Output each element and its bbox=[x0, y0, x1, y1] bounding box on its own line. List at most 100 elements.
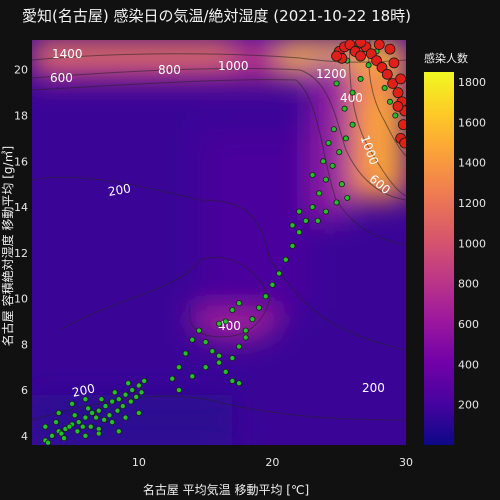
scatter-point bbox=[115, 396, 122, 403]
scatter-point bbox=[341, 105, 348, 112]
x-axis-label: 名古屋 平均気温 移動平均 [℃] bbox=[143, 482, 309, 497]
colorbar-tick-label: 1200 bbox=[458, 197, 486, 210]
scatter-point bbox=[115, 428, 122, 435]
scatter-point bbox=[74, 428, 81, 435]
scatter-point bbox=[229, 306, 236, 313]
contour-label: 1200 bbox=[316, 67, 347, 81]
contour-lines bbox=[32, 40, 406, 421]
scatter-point bbox=[322, 208, 329, 215]
heatmap-field: 1400 600 800 1000 1200 400 1000 600 200 … bbox=[32, 40, 406, 445]
scatter-point bbox=[111, 389, 118, 396]
scatter-point bbox=[336, 149, 343, 156]
scatter-point bbox=[242, 327, 249, 334]
scatter-point bbox=[125, 380, 132, 387]
scatter-point-recent bbox=[392, 100, 404, 112]
scatter-point bbox=[95, 407, 102, 414]
scatter-point bbox=[202, 339, 209, 346]
scatter-point bbox=[269, 281, 276, 288]
colorbar-tick-label: 200 bbox=[458, 399, 479, 412]
scatter-point bbox=[135, 409, 142, 416]
scatter-point bbox=[289, 222, 296, 229]
scatter-point bbox=[49, 432, 56, 439]
scatter-point bbox=[189, 373, 196, 380]
scatter-point bbox=[314, 217, 321, 224]
scatter-point bbox=[330, 126, 337, 133]
colorbar-tick-label: 1400 bbox=[458, 157, 486, 170]
contour-label: 200 bbox=[107, 181, 132, 199]
colorbar-title: 感染人数 bbox=[424, 51, 468, 65]
scatter-point bbox=[119, 403, 126, 410]
contour-label: 200 bbox=[362, 381, 385, 395]
scatter-point-recent bbox=[355, 40, 366, 48]
scatter-point bbox=[249, 316, 256, 323]
scatter-point bbox=[333, 199, 340, 206]
scatter-point bbox=[101, 416, 108, 423]
scatter-point-recent bbox=[355, 50, 366, 62]
contour-line bbox=[32, 67, 406, 201]
scatter-point bbox=[175, 387, 182, 394]
scatter-point bbox=[242, 334, 249, 341]
scatter-point bbox=[95, 430, 102, 437]
contour-line bbox=[59, 256, 271, 338]
scatter-point bbox=[75, 419, 82, 426]
scatter-point bbox=[325, 139, 332, 146]
scatter-point bbox=[45, 439, 52, 445]
scatter-point bbox=[109, 398, 116, 405]
chart-title: 愛知(名古屋) 感染日の気温/絶対湿度 (2021-10-22 18時) bbox=[22, 7, 411, 25]
colorbar bbox=[424, 72, 454, 445]
contour-line bbox=[349, 40, 406, 197]
scatter-point-recent bbox=[399, 137, 406, 149]
scatter-point bbox=[309, 204, 316, 211]
scatter-point bbox=[262, 293, 269, 300]
scatter-point bbox=[338, 181, 345, 188]
y-tick-label: 8 bbox=[21, 338, 28, 351]
y-axis-label: 名古屋 容積絶対湿度 移動平均 [g/㎥] bbox=[0, 146, 15, 346]
scatter-point bbox=[209, 348, 216, 355]
scatter-point bbox=[215, 320, 222, 327]
contour-label: 800 bbox=[158, 63, 181, 77]
scatter-point bbox=[98, 396, 105, 403]
colorbar-tick-label: 800 bbox=[458, 278, 479, 291]
scatter-point bbox=[344, 194, 351, 201]
colorbar-tick-label: 400 bbox=[458, 358, 479, 371]
scatter-point-recent bbox=[381, 68, 393, 80]
scatter-point-recent bbox=[373, 40, 385, 50]
scatter-point bbox=[79, 423, 86, 430]
scatter-point-recent bbox=[331, 50, 342, 62]
scatter-point bbox=[89, 409, 96, 416]
scatter-point bbox=[392, 112, 399, 119]
scatter-point bbox=[229, 377, 236, 384]
scatter-point bbox=[61, 435, 68, 442]
colorbar-tick-label: 1000 bbox=[458, 237, 486, 250]
scatter-point bbox=[127, 398, 134, 405]
scatter-point-recent bbox=[387, 78, 399, 89]
scatter-point bbox=[102, 403, 109, 410]
scatter-point bbox=[87, 423, 94, 430]
scatter-point bbox=[109, 419, 116, 426]
scatter-point bbox=[195, 327, 202, 334]
scatter-point bbox=[333, 80, 340, 87]
scatter-point bbox=[169, 375, 176, 382]
scatter-point bbox=[114, 407, 121, 414]
scatter-point bbox=[129, 387, 136, 394]
scatter-point bbox=[189, 336, 196, 343]
scatter-point bbox=[236, 380, 243, 387]
scatter-point bbox=[42, 423, 49, 430]
scatter-point bbox=[82, 414, 89, 421]
scatter-point-recent bbox=[392, 87, 404, 99]
scatter-point bbox=[276, 270, 283, 277]
scatter-point bbox=[135, 382, 142, 389]
y-tick-label: 4 bbox=[21, 430, 28, 443]
scatter-point bbox=[349, 89, 356, 96]
scatter-point bbox=[357, 75, 364, 82]
contour-label: 1000 bbox=[218, 59, 249, 73]
scatter-point bbox=[386, 98, 393, 105]
y-tick-label: 6 bbox=[21, 384, 28, 397]
scatter-point bbox=[133, 393, 140, 400]
scatter-point bbox=[316, 190, 323, 197]
scatter-point bbox=[222, 368, 229, 375]
y-tick-label: 20 bbox=[14, 64, 28, 77]
x-tick-label: 10 bbox=[132, 456, 146, 469]
scatter-point bbox=[381, 85, 388, 92]
